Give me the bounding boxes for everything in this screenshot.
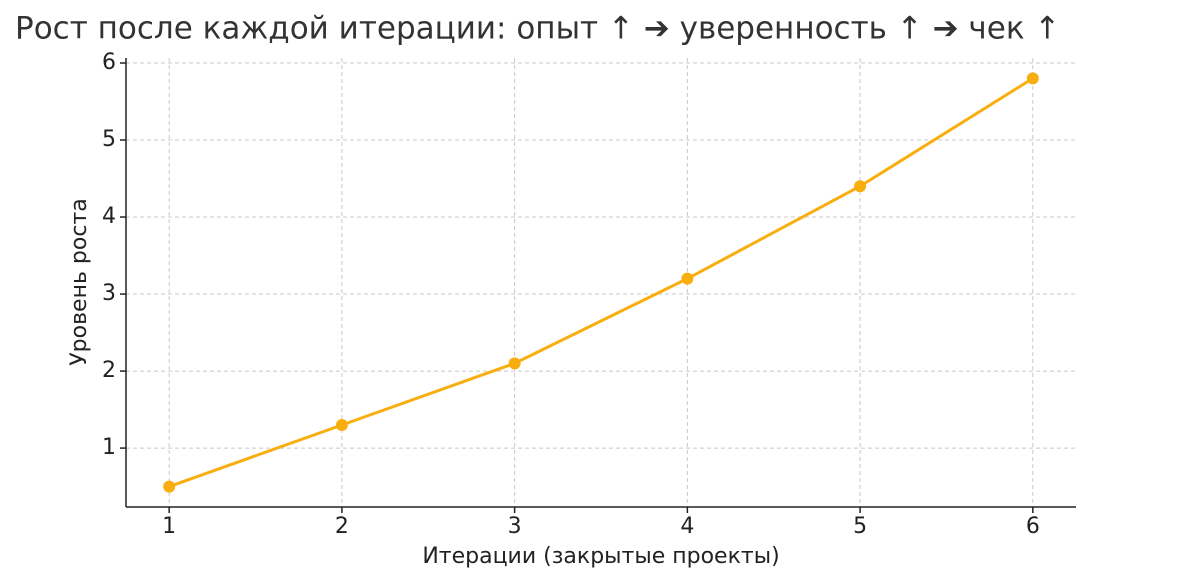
y-tick-label: 6 bbox=[102, 50, 116, 75]
x-tick-label: 1 bbox=[162, 514, 176, 539]
series-line bbox=[168, 77, 1034, 489]
x-tick-label: 3 bbox=[508, 514, 522, 539]
y-tick-label: 3 bbox=[102, 281, 116, 306]
data-point bbox=[1026, 72, 1039, 85]
x-tick-label: 4 bbox=[680, 514, 694, 539]
x-axis-label: Итерации (закрытые проекты) bbox=[422, 544, 779, 569]
chart-title: Рост после каждой итерации: опыт ↑ ➔ уве… bbox=[15, 11, 1060, 47]
data-point bbox=[163, 480, 176, 493]
data-point bbox=[335, 418, 348, 431]
x-tick-label: 6 bbox=[1026, 514, 1040, 539]
data-point bbox=[508, 357, 521, 370]
y-tick-label: 1 bbox=[102, 435, 116, 460]
x-tick-label: 5 bbox=[853, 514, 867, 539]
data-point bbox=[854, 180, 867, 193]
y-tick-label: 4 bbox=[102, 204, 116, 229]
data-point bbox=[681, 272, 694, 285]
x-tick-label: 2 bbox=[335, 514, 349, 539]
y-tick-label: 2 bbox=[102, 358, 116, 383]
y-tick-label: 5 bbox=[102, 127, 116, 152]
y-axis-label: Уровень роста bbox=[67, 198, 92, 366]
